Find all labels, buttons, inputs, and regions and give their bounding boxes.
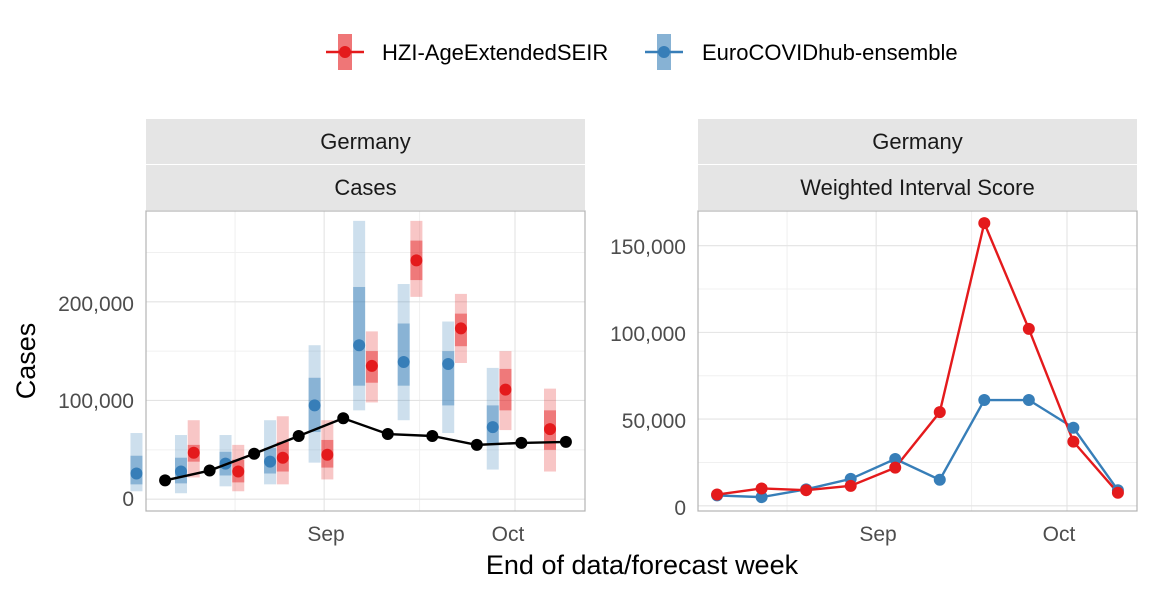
panel-cases-strip-bottom — [146, 165, 585, 210]
panel-wis-x-ticks: Sep Oct — [859, 523, 1075, 546]
forecast-median-point-ensemble — [486, 421, 499, 434]
legend: HZI-AgeExtendedSEIR EuroCOVIDhub-ensembl… — [326, 34, 958, 70]
forecast-median-point-ensemble — [397, 355, 410, 368]
panel-wis-strip-bottom — [698, 165, 1137, 210]
wis-point-ensemble — [978, 394, 991, 407]
forecast-outer-band-ensemble — [264, 420, 277, 485]
legend-key-hzi — [326, 34, 364, 70]
forecast-median-point-hzi — [276, 451, 289, 464]
panel-cases-x-tick-oct: Oct — [492, 523, 525, 546]
forecast-inner-band-ensemble — [353, 286, 366, 386]
wis-point-hzi — [1111, 486, 1124, 499]
forecast-outer-band-ensemble — [353, 220, 366, 411]
panel-cases-plot-area — [146, 211, 585, 511]
wis-line-hzi — [716, 219, 1119, 496]
panel-cases-y-tick-2: 200,000 — [58, 293, 134, 316]
observed-cases-point — [470, 438, 483, 451]
panel-cases-x-ticks: Sep Oct — [307, 523, 524, 546]
forecast-median-point-hzi — [499, 383, 512, 396]
observed-cases-point — [559, 435, 572, 448]
panel-cases-x-tick-sep: Sep — [307, 523, 344, 546]
panel-wis-strip-top-label: Germany — [872, 129, 962, 154]
panel-wis-y-tick-3: 150,000 — [610, 236, 686, 259]
panel-cases-border — [145, 210, 586, 512]
panel-cases-strip-bottom-label: Cases — [334, 175, 396, 200]
panel-wis-x-tick-sep: Sep — [859, 523, 896, 546]
observed-cases-point — [337, 412, 350, 425]
forecast-median-point-ensemble — [353, 339, 366, 352]
observed-cases-point — [515, 436, 528, 449]
observed-cases-point — [426, 430, 439, 442]
panel-wis-border — [697, 210, 1138, 512]
forecast-median-point-hzi — [454, 322, 467, 335]
wis-point-hzi — [889, 461, 902, 474]
wis-point-hzi — [978, 217, 991, 230]
forecast-median-point-hzi — [187, 446, 200, 459]
wis-point-hzi — [711, 488, 724, 501]
panel-wis-y-tick-0: 0 — [674, 497, 686, 520]
wis-point-ensemble — [1022, 394, 1035, 407]
forecast-median-point-ensemble — [130, 467, 143, 480]
observed-cases-point — [381, 428, 394, 441]
forecast-inner-band-ensemble — [397, 323, 410, 386]
wis-point-ensemble — [933, 473, 946, 486]
panel-wis-y-tick-1: 50,000 — [622, 410, 686, 433]
panel-cases-strip-top-label: Germany — [320, 129, 410, 154]
wis-point-ensemble — [755, 491, 768, 504]
forecast-median-point-hzi — [544, 423, 557, 436]
wis-point-ensemble — [1067, 421, 1080, 434]
forecast-median-point-hzi — [232, 465, 245, 478]
observed-cases-line — [164, 416, 566, 482]
panel-cases-y-tick-0: 0 — [122, 488, 134, 511]
panel-wis-marks — [711, 217, 1124, 504]
forecast-outer-band-hzi — [276, 416, 289, 485]
y-axis-title: Cases — [11, 323, 41, 400]
panel-cases-y-tick-1: 100,000 — [58, 390, 134, 413]
wis-point-hzi — [1022, 322, 1035, 335]
panel-wis-gridlines — [698, 211, 1137, 511]
forecast-median-point-hzi — [321, 448, 334, 461]
legend-key-ensemble-point — [658, 46, 670, 58]
legend-key-hzi-point — [339, 46, 351, 58]
observed-cases-point — [292, 430, 305, 442]
panel-wis-y-ticks: 0 50,000 100,000 150,000 — [610, 236, 686, 520]
wis-point-hzi — [1067, 435, 1080, 448]
panel-wis: Germany Weighted Interval Score 0 50,000… — [610, 119, 1138, 546]
panel-wis-x-tick-oct: Oct — [1043, 523, 1076, 546]
forecast-median-point-ensemble — [264, 455, 277, 468]
observed-cases-point — [248, 447, 261, 460]
forecast-median-point-ensemble — [442, 357, 455, 370]
forecast-median-point-ensemble — [308, 399, 321, 412]
x-axis-title: End of data/forecast week — [486, 550, 799, 580]
panel-wis-y-tick-2: 100,000 — [610, 323, 686, 346]
legend-key-ensemble — [645, 34, 683, 70]
legend-label-hzi: HZI-AgeExtendedSEIR — [382, 40, 608, 65]
panel-cases-strip-top — [146, 119, 585, 164]
forecast-outer-band-ensemble — [442, 321, 455, 434]
panel-cases-marks — [130, 220, 572, 494]
wis-line-ensemble — [717, 398, 1119, 499]
legend-label-ensemble: EuroCOVIDhub-ensemble — [702, 40, 958, 65]
panel-wis-strip-top — [698, 119, 1137, 164]
panel-wis-strip-bottom-label: Weighted Interval Score — [800, 175, 1034, 200]
forecast-median-point-hzi — [365, 359, 378, 372]
wis-point-hzi — [800, 484, 813, 497]
wis-point-hzi — [933, 406, 946, 419]
panel-wis-plot-area — [698, 211, 1137, 511]
wis-point-hzi — [844, 479, 857, 492]
wis-point-hzi — [755, 482, 768, 495]
observed-cases-point — [159, 474, 172, 487]
wis-point-ensemble — [889, 452, 902, 465]
panel-cases: Germany Cases 0 100,000 200,000 Sep Oct — [58, 119, 586, 546]
panel-cases-y-ticks: 0 100,000 200,000 — [58, 293, 134, 511]
observed-cases-point — [203, 464, 216, 477]
forecast-outer-band-ensemble — [397, 284, 410, 421]
forecast-median-point-ensemble — [174, 465, 187, 478]
forecast-median-point-hzi — [410, 254, 423, 267]
